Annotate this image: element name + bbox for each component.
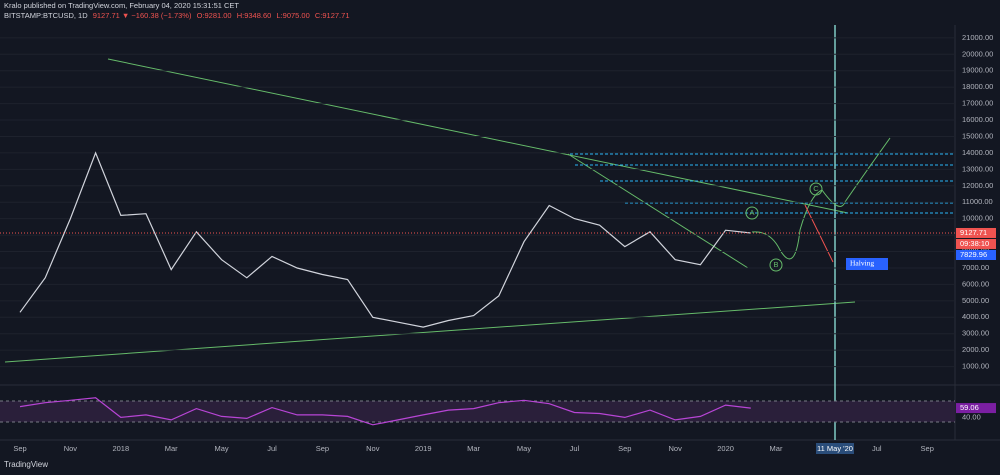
y-tick-label: 40.00 — [962, 412, 981, 421]
y-tick-label: 17000.00 — [962, 99, 993, 108]
x-tick-label: Nov — [669, 444, 683, 453]
last-value-box — [956, 403, 996, 414]
x-tick-label: 2018 — [112, 444, 129, 453]
projection-path — [804, 204, 834, 263]
wave-label: C — [813, 184, 819, 193]
ohlc: C:9127.71 — [314, 11, 350, 20]
x-tick-label: Sep — [921, 444, 934, 453]
y-tick-label: 13000.00 — [962, 164, 993, 173]
x-tick-label: Mar — [467, 444, 480, 453]
x-tick-label: Sep — [618, 444, 631, 453]
wave-marker — [769, 258, 783, 272]
last-value-label: 9127.71 — [960, 228, 987, 237]
series-line — [19, 397, 751, 426]
last-value-label: 59.06 — [960, 403, 979, 412]
ma-box — [956, 250, 996, 260]
y-tick-label: 14000.00 — [962, 148, 993, 157]
y-tick-label: 16000.00 — [962, 115, 993, 124]
wave-marker — [745, 206, 759, 220]
x-tick-label: Jul — [570, 444, 580, 453]
x-tick-label: Jul — [267, 444, 277, 453]
x-tick-label: Mar — [770, 444, 783, 453]
halving-box — [846, 258, 888, 270]
halving-label: Halving — [850, 259, 874, 268]
y-tick-label: 11000.00 — [962, 197, 993, 206]
last-value-box — [956, 227, 996, 238]
y-tick-label: 3000.00 — [962, 329, 989, 338]
countdown: 09:38:10 — [960, 239, 989, 248]
y-tick-label: 21000.00 — [962, 33, 993, 42]
y-tick-label: 5000.00 — [962, 296, 989, 305]
ohlc: O:9281.00 — [196, 11, 232, 20]
ma-label: 7829.96 — [960, 250, 987, 259]
brand: TradingView — [4, 460, 49, 469]
y-tick-label: 6000.00 — [962, 279, 989, 288]
countdown-box — [956, 238, 996, 249]
x-tick-label: 2020 — [717, 444, 734, 453]
x-tick-label: Sep — [13, 444, 26, 453]
y-tick-label: 19000.00 — [962, 66, 993, 75]
y-tick-label: 10000.00 — [962, 214, 993, 223]
x-tick-label: Nov — [64, 444, 78, 453]
y-tick-label: 15000.00 — [962, 131, 993, 140]
x-tick-label: Jul — [872, 444, 882, 453]
y-tick-label: 18000.00 — [962, 82, 993, 91]
symbol-line: BITSTAMP:BTCUSD, 1D 9127.71 ▼ −160.38 (−… — [4, 11, 353, 20]
date-label: 11 May '20 — [817, 444, 853, 453]
y-tick-label: 4000.00 — [962, 312, 989, 321]
x-tick-label: Mar — [165, 444, 178, 453]
y-tick-label: 2000.00 — [962, 345, 989, 354]
x-tick-label: May — [517, 444, 531, 453]
x-tick-label: 2019 — [415, 444, 432, 453]
trend-line — [567, 153, 749, 269]
x-tick-label: May — [215, 444, 229, 453]
y-tick-label: 1000.00 — [962, 362, 989, 371]
wave-label: B — [773, 260, 778, 269]
wave-marker — [809, 182, 823, 196]
series-line — [19, 151, 751, 328]
x-tick-label: Nov — [366, 444, 380, 453]
ohlc: H:9348.60 — [236, 11, 272, 20]
change: 9127.71 ▼ −160.38 (−1.73%) — [92, 11, 192, 20]
ohlc: L:9075.00 — [276, 11, 310, 20]
date-box — [816, 443, 854, 454]
trend-line — [4, 301, 856, 363]
y-tick-label: 12000.00 — [962, 181, 993, 190]
rsi-band — [0, 401, 955, 422]
wave-label: A — [749, 208, 754, 217]
y-tick-label: 20000.00 — [962, 49, 993, 58]
symbol: BITSTAMP:BTCUSD, 1D — [4, 11, 88, 20]
y-tick-label: 7000.00 — [962, 263, 989, 272]
author-line: Kralo published on TradingView.com, Febr… — [4, 1, 240, 10]
projection-path — [821, 137, 891, 207]
x-tick-label: Sep — [316, 444, 329, 453]
